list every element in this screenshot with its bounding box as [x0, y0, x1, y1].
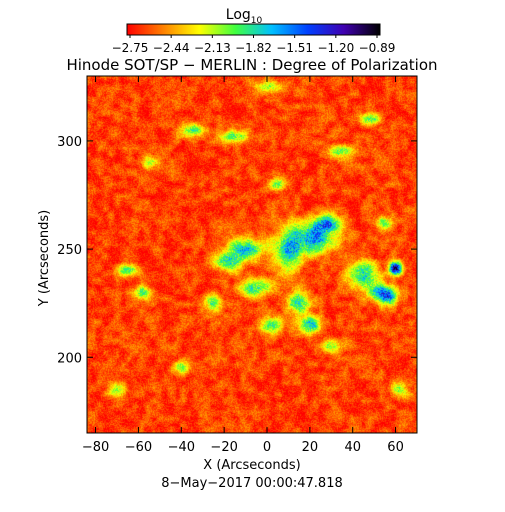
plot-area: −80 −60 −40 −20 0 20 40 60 200 250 300	[57, 75, 418, 455]
y-axis: 200 250 300	[57, 135, 417, 366]
x-tick-label: 20	[302, 440, 319, 455]
x-tick-label: 0	[263, 440, 271, 455]
colorbar-tick-label: −1.20	[317, 41, 354, 55]
colorbar-tick-label: −1.82	[235, 41, 272, 55]
y-tick-label: 250	[57, 243, 82, 258]
colorbar: Log10 −2.75 −2.44 −2.13 −1.82 −1.51 −1.20 −0.8…	[112, 7, 396, 55]
y-axis-label: Y (Arcseconds)	[37, 210, 52, 307]
x-tick-label: −40	[168, 440, 195, 455]
x-axis: −80 −60 −40 −20 0 20 40 60	[82, 76, 404, 455]
colorbar-bar	[126, 23, 381, 36]
observation-timestamp: 8−May−2017 00:00:47.818	[161, 476, 342, 491]
x-tick-label: 60	[387, 440, 404, 455]
plot-frame	[86, 75, 418, 434]
colorbar-tick-label: −2.13	[194, 41, 231, 55]
chart-title: Hinode SOT/SP − MERLIN : Degree of Polar…	[66, 56, 437, 74]
x-tick-label: 40	[344, 440, 361, 455]
colorbar-label: Log10	[226, 7, 263, 26]
y-tick-label: 300	[57, 135, 82, 150]
colorbar-tick-label: −1.51	[276, 41, 313, 55]
x-axis-label: X (Arcseconds)	[203, 458, 300, 473]
colorbar-ticks: −2.75 −2.44 −2.13 −1.82 −1.51 −1.20 −0.89	[112, 35, 396, 55]
colorbar-tick-label: −2.75	[112, 41, 149, 55]
x-tick-label: −80	[82, 440, 109, 455]
colorbar-tick-label: −2.44	[153, 41, 190, 55]
polarization-heatmap	[87, 76, 417, 433]
x-tick-label: −60	[125, 440, 152, 455]
colorbar-label-subscript: 10	[251, 16, 263, 26]
colorbar-tick-label: −0.89	[359, 41, 396, 55]
y-tick-label: 200	[57, 351, 82, 366]
x-tick-label: −20	[210, 440, 237, 455]
colorbar-label-main: Log	[226, 7, 251, 23]
